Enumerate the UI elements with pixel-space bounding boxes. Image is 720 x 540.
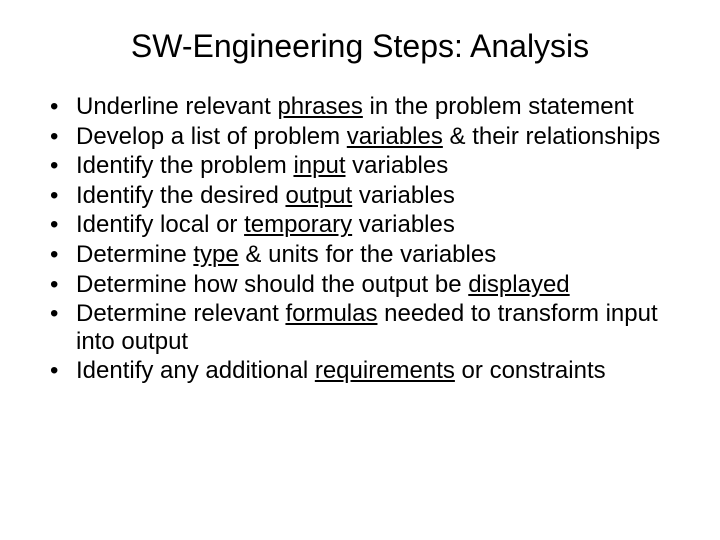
bullet-item: Determine how should the output be displ… — [40, 271, 680, 299]
bullet-item: Identify the problem input variables — [40, 152, 680, 180]
bullet-text: Identify any additional — [76, 357, 315, 384]
bullet-item: Identify any additional requirements or … — [40, 357, 680, 385]
underlined-text: displayed — [468, 271, 569, 298]
bullet-text: in the problem statement — [363, 93, 634, 120]
bullet-item: Develop a list of problem variables & th… — [40, 123, 680, 151]
bullet-text: & units for the variables — [239, 241, 496, 268]
underlined-text: type — [193, 241, 238, 268]
bullet-text: Identify local or — [76, 211, 244, 238]
slide: SW-Engineering Steps: Analysis Underline… — [0, 0, 720, 540]
bullet-list: Underline relevant phrases in the proble… — [40, 93, 680, 385]
bullet-item: Determine type & units for the variables — [40, 241, 680, 269]
underlined-text: variables — [347, 123, 443, 150]
bullet-text: variables — [352, 182, 455, 209]
bullet-text: & their relationships — [443, 123, 660, 150]
underlined-text: phrases — [277, 93, 362, 120]
underlined-text: temporary — [244, 211, 352, 238]
bullet-text: Identify the problem — [76, 152, 293, 179]
bullet-text: variables — [346, 152, 449, 179]
bullet-item: Underline relevant phrases in the proble… — [40, 93, 680, 121]
underlined-text: requirements — [315, 357, 455, 384]
slide-title: SW-Engineering Steps: Analysis — [40, 28, 680, 65]
bullet-text: Determine relevant — [76, 300, 285, 327]
bullet-item: Identify local or temporary variables — [40, 211, 680, 239]
underlined-text: formulas — [285, 300, 377, 327]
underlined-text: input — [293, 152, 345, 179]
bullet-item: Identify the desired output variables — [40, 182, 680, 210]
bullet-text: Identify the desired — [76, 182, 285, 209]
bullet-text: Determine — [76, 241, 193, 268]
bullet-text: Develop a list of problem — [76, 123, 347, 150]
bullet-text: Underline relevant — [76, 93, 277, 120]
underlined-text: output — [285, 182, 352, 209]
bullet-text: or constraints — [455, 357, 606, 384]
bullet-text: variables — [352, 211, 455, 238]
bullet-item: Determine relevant formulas needed to tr… — [40, 300, 680, 355]
bullet-text: Determine how should the output be — [76, 271, 468, 298]
